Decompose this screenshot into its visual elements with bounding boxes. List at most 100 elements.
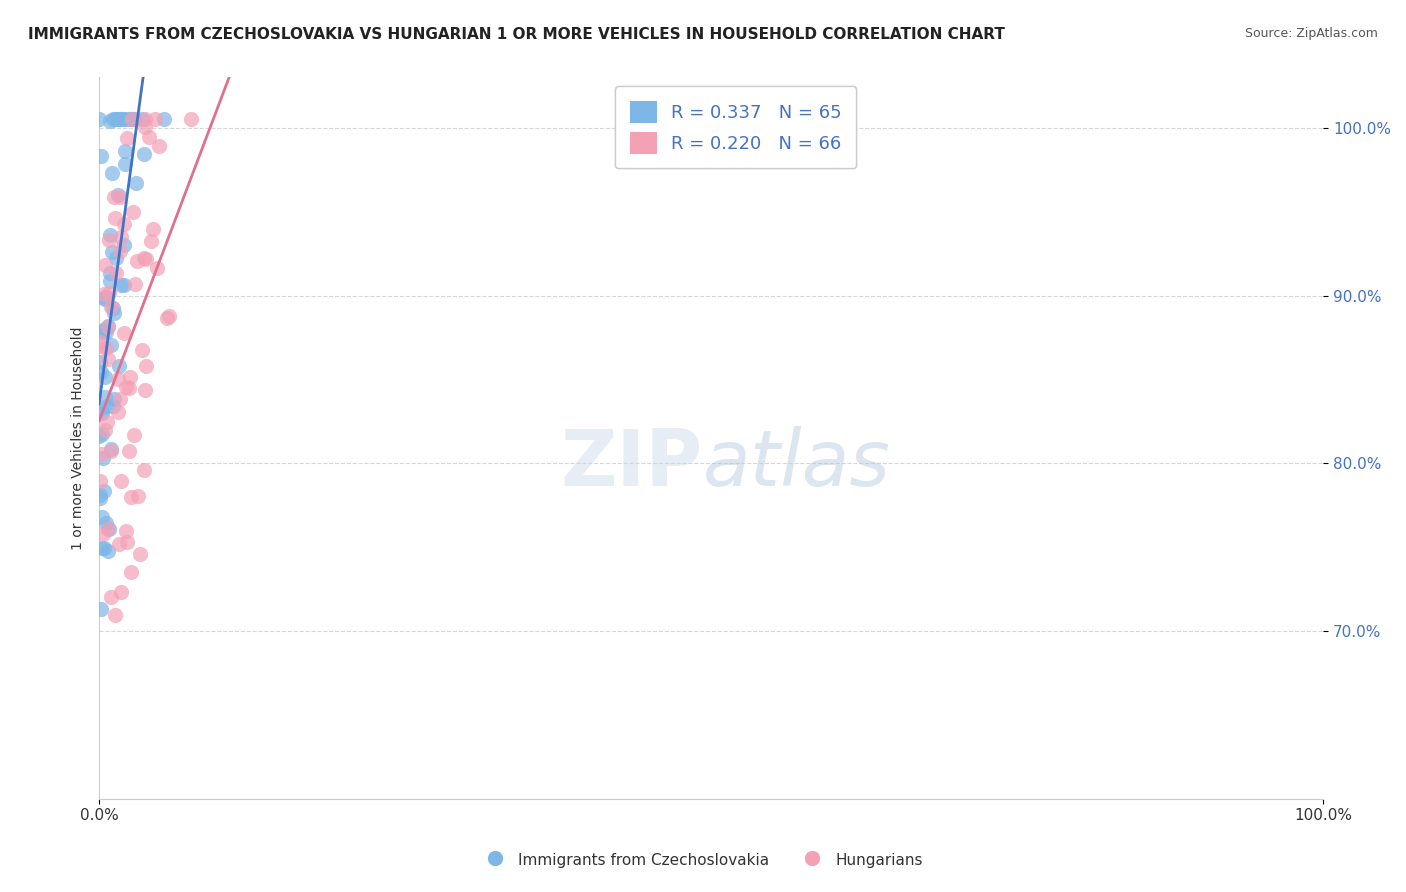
Point — [157, 309, 180, 323]
Point — [94, 390, 117, 404]
Point — [121, 112, 143, 127]
Point — [110, 392, 132, 407]
Point — [124, 277, 146, 292]
Point — [107, 372, 129, 386]
Point — [89, 112, 111, 127]
Point — [98, 228, 121, 243]
Point — [94, 290, 117, 304]
Point — [134, 463, 156, 477]
Point — [139, 234, 162, 248]
Point — [89, 429, 111, 443]
Point — [118, 370, 141, 384]
Point — [112, 217, 135, 231]
Point — [103, 211, 125, 225]
Point — [180, 112, 202, 127]
Point — [105, 266, 128, 280]
Point — [110, 474, 132, 488]
Point — [98, 522, 121, 536]
Point — [110, 190, 132, 204]
Point — [97, 319, 120, 334]
Point — [94, 370, 117, 384]
Point — [103, 392, 125, 407]
Point — [108, 112, 131, 127]
Point — [135, 252, 157, 266]
Point — [131, 343, 153, 357]
Point — [93, 423, 115, 437]
Point — [112, 112, 135, 127]
Point — [117, 112, 139, 127]
Point — [103, 189, 125, 203]
Point — [91, 541, 114, 555]
Text: ZIP: ZIP — [561, 425, 703, 502]
Point — [100, 300, 122, 314]
Point — [135, 359, 157, 374]
Point — [122, 112, 145, 127]
Point — [118, 381, 141, 395]
Point — [143, 112, 166, 127]
Point — [108, 112, 131, 127]
Point — [112, 112, 135, 127]
Point — [146, 260, 169, 275]
Point — [89, 491, 111, 506]
Point — [97, 351, 120, 366]
Point — [89, 355, 111, 369]
Point — [138, 130, 160, 145]
Point — [93, 323, 115, 337]
Point — [97, 522, 120, 536]
Point — [120, 490, 142, 504]
Point — [91, 526, 114, 541]
Point — [100, 444, 122, 458]
Point — [112, 238, 135, 252]
Text: atlas: atlas — [703, 425, 891, 502]
Point — [118, 443, 141, 458]
Point — [97, 286, 120, 301]
Point — [98, 274, 121, 288]
Point — [97, 544, 120, 558]
Point — [114, 157, 136, 171]
Point — [94, 293, 117, 307]
Point — [128, 548, 150, 562]
Point — [96, 516, 118, 530]
Point — [94, 341, 117, 355]
Point — [93, 291, 115, 305]
Point — [96, 416, 118, 430]
Point — [90, 148, 112, 162]
Point — [125, 176, 148, 190]
Point — [110, 585, 132, 599]
Point — [134, 120, 156, 135]
Point — [90, 326, 112, 340]
Point — [90, 404, 112, 418]
Point — [89, 487, 111, 501]
Point — [108, 244, 131, 259]
Point — [90, 365, 112, 379]
Point — [93, 483, 115, 498]
Point — [156, 310, 179, 325]
Point — [104, 251, 127, 265]
Point — [97, 233, 120, 247]
Point — [104, 608, 127, 623]
Point — [110, 229, 132, 244]
Point — [115, 534, 138, 549]
Point — [91, 451, 114, 466]
Legend: R = 0.337   N = 65, R = 0.220   N = 66: R = 0.337 N = 65, R = 0.220 N = 66 — [616, 87, 856, 169]
Point — [103, 306, 125, 320]
Point — [103, 112, 125, 127]
Point — [127, 489, 149, 503]
Point — [125, 254, 148, 268]
Point — [148, 138, 170, 153]
Point — [120, 112, 142, 127]
Point — [114, 145, 136, 159]
Point — [115, 379, 138, 393]
Point — [105, 112, 128, 127]
Point — [96, 399, 118, 413]
Point — [152, 112, 174, 127]
Point — [89, 601, 111, 615]
Point — [89, 339, 111, 353]
Point — [107, 112, 129, 127]
Point — [89, 334, 111, 349]
Legend: Immigrants from Czechoslovakia, Hungarians: Immigrants from Czechoslovakia, Hungaria… — [477, 845, 929, 875]
Point — [124, 112, 146, 127]
Point — [131, 112, 153, 127]
Point — [96, 325, 118, 339]
Point — [115, 524, 138, 539]
